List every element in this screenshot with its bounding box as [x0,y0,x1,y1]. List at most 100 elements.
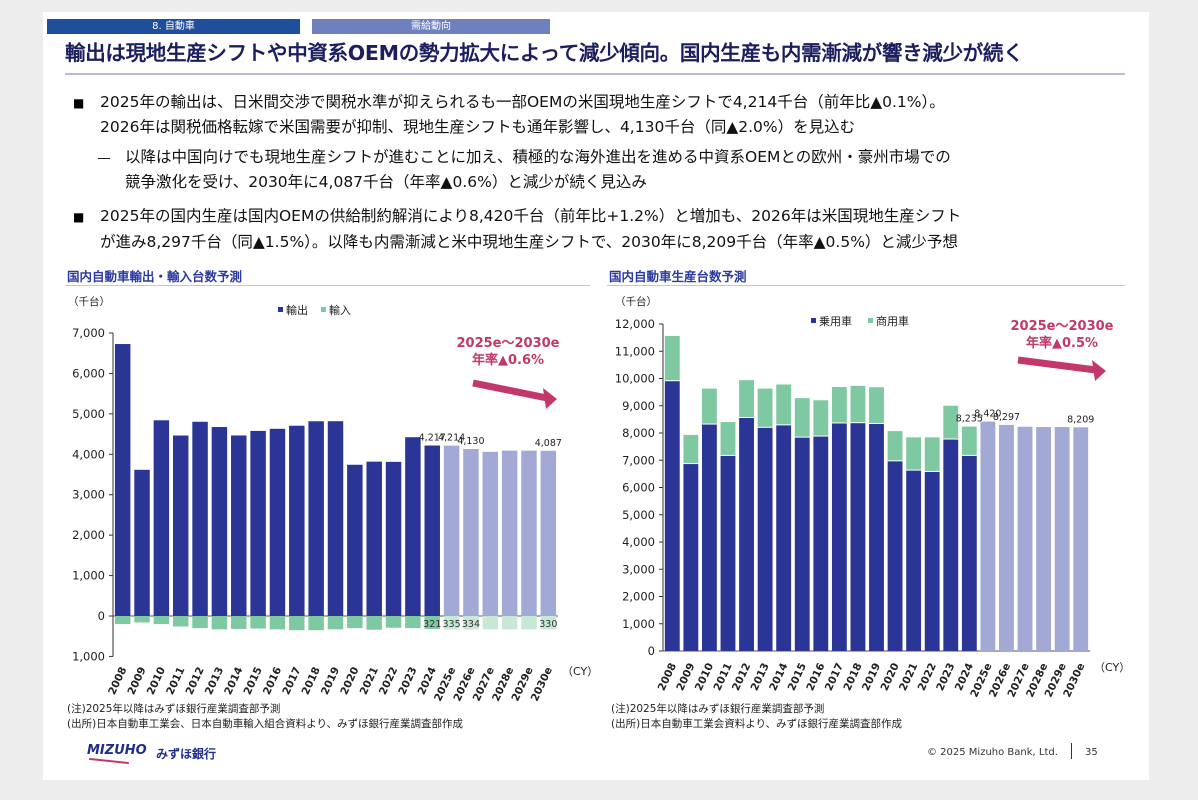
trend-arrow-shaft [1017,356,1097,374]
chart-2-title-rule [607,285,1125,286]
bar-forecast-total-2028e [1036,427,1052,651]
bar-commercial-2023 [943,405,959,439]
chart-1-note: (注)2025年以降はみずほ銀行産業調査部予測 [67,703,281,715]
bar-export-2025e [443,445,460,616]
bar-export-2017 [289,425,305,616]
y-tick-label: 9,000 [622,399,655,413]
chart-2-note: (注)2025年以降はみずほ銀行産業調査部予測 [611,703,825,715]
data-label: 8,420 [974,409,1001,420]
bar-commercial-2014 [776,384,792,425]
annotation-text: 年率▲0.6% [472,352,544,368]
footer-divider [1071,743,1072,759]
bar-import-2014 [231,616,247,629]
chart-2-title: 国内自動車生産台数予測 [609,269,747,284]
y-tick-label: 4,000 [622,535,655,549]
legend-label: 輸出 [286,303,308,317]
bar-commercial-2011 [720,422,736,455]
data-label: 335 [443,619,461,630]
x-unit-label: （CY） [562,665,598,678]
y-tick-label: 4,000 [72,447,105,461]
data-label: 334 [462,619,480,630]
bar-commercial-2022 [924,437,940,471]
y-unit-label: （千台） [68,295,110,308]
y-tick-label: 3,000 [622,562,655,576]
y-tick-label: 0 [648,644,655,658]
bar-import-2009 [134,616,150,623]
legend-label: 商用車 [876,314,909,328]
bar-export-2027e [482,451,499,616]
legend-swatch [278,307,283,312]
bar-passenger-2016 [813,436,829,651]
bar-export-2024 [424,445,440,616]
bar-import-2020 [347,616,363,629]
bar-commercial-2020 [887,431,903,461]
bar-import-2016 [269,616,286,630]
y-tick-label: 5,000 [622,508,655,522]
bar-forecast-total-2030e [1073,427,1089,651]
bar-export-2020 [347,464,363,616]
y-tick-label: 12,000 [615,317,655,331]
annotation-text: 2025e～2030e [1011,319,1114,334]
bar-import-2018 [308,616,324,631]
data-label: 330 [539,619,557,630]
bullet-2-line-1: 以降は中国向けでも現地生産シフトが進むことに加え、積極的な海外進出を進める中資系… [125,148,951,166]
bullet-marker: ■ [73,210,85,224]
bar-import-2026e [463,616,479,630]
bar-import-2028e [501,616,518,630]
bar-import-2012 [192,616,208,629]
bar-export-2022 [385,461,402,616]
bar-commercial-2010 [701,388,717,424]
chart-2-source: (出所)日本自動車工業会資料より、みずほ銀行産業調査部作成 [611,718,903,730]
data-label: 8,235 [956,414,983,425]
y-tick-label: 11,000 [615,344,655,358]
bar-import-2021 [366,616,382,630]
bullet-2-line-2: 競争激化を受け、2030年に4,087千台（年率▲0.6%）と減少が続く見込み [125,173,647,191]
bar-export-2015 [250,430,266,616]
y-tick-label: 2,000 [622,590,655,604]
bar-passenger-2009 [683,464,699,651]
bar-export-2008 [114,344,131,616]
bar-commercial-2024 [961,426,977,455]
bar-import-2010 [153,616,170,625]
slide: 8. 自動車 需給動向 輸出は現地生産シフトや中資系OEMの勢力拡大によって減少… [43,12,1149,780]
bar-passenger-2012 [739,418,754,651]
legend-swatch [321,307,326,312]
bar-passenger-2017 [831,423,847,651]
y-tick-label: 10,000 [615,372,655,386]
bar-import-2019 [327,616,344,630]
y-unit-label: （千台） [615,295,657,308]
bar-export-2011 [172,435,189,616]
bar-passenger-2020 [887,461,903,651]
bar-export-2028e [501,450,518,616]
y-tick-label: 6,000 [72,366,105,380]
bar-import-2011 [172,616,189,627]
bullet-3-line-2: が進み8,297千台（同▲1.5%）。以降も内需漸減と米中現地生産シフトで、20… [100,233,958,251]
bar-passenger-2014 [776,425,792,651]
bar-export-2030e [540,450,557,616]
data-label: 4,217 [419,433,446,444]
bar-passenger-2013 [757,427,773,651]
bar-export-2026e [463,449,479,616]
bar-import-2025e [443,616,460,630]
bar-import-2027e [482,616,499,630]
legend-swatch [811,318,816,323]
page-number: 35 [1085,747,1098,758]
bar-forecast-total-2029e [1054,427,1070,651]
bar-commercial-2017 [831,386,847,423]
y-tick-label: 3,000 [72,488,105,502]
bullet-3-line-1: 2025年の国内生産は国内OEMの供給制約解消により8,420千台（前年比+1.… [100,207,962,225]
bullet-1-line-1: 2025年の輸出は、日米間交渉で関税水準が抑えられるも一部OEMの米国現地生産シ… [100,93,945,111]
bar-commercial-2018 [850,385,866,423]
legend-label: 乗用車 [819,314,852,328]
bar-import-2023 [405,616,421,629]
y-tick-label: 1,000 [72,569,105,583]
bar-passenger-2024 [961,455,977,651]
bar-export-2016 [269,428,286,616]
chart-1-title: 国内自動車輸出・輸入台数予測 [67,269,243,284]
bar-passenger-2021 [906,470,922,651]
bar-export-2023 [405,437,421,616]
y-tick-label: 5,000 [72,407,105,421]
bar-import-2013 [211,616,228,630]
bar-commercial-2021 [906,437,922,470]
bar-import-2029e [521,616,537,630]
